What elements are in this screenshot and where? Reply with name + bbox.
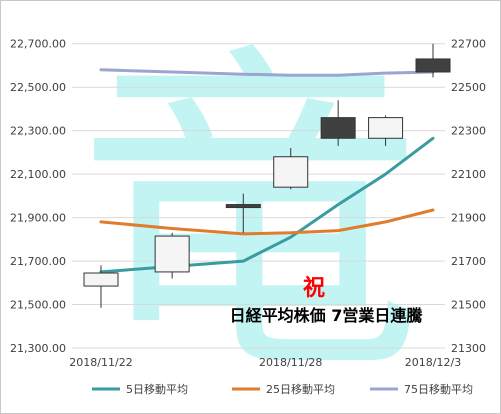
candle-body	[83, 272, 119, 287]
candle-body	[415, 58, 451, 73]
left-tick-label: 22,300.00	[10, 125, 66, 138]
left-tick-label: 21,700.00	[10, 255, 66, 268]
legend: 5日移動平均 25日移動平均 75日移動平均	[92, 382, 473, 396]
caption-label: 日経平均株価 7営業日連騰	[230, 306, 424, 325]
left-tick-label: 21,500.00	[10, 299, 66, 312]
annotations: 祝 日経平均株価 7営業日連騰	[230, 276, 424, 325]
candle-body	[273, 156, 309, 188]
left-tick-label: 22,100.00	[10, 168, 66, 181]
x-tick-label: 2018/11/22	[69, 356, 132, 369]
right-tick-label: 21500	[451, 299, 486, 312]
candle-body	[154, 235, 190, 273]
left-tick-label: 21,900.00	[10, 212, 66, 225]
right-tick-label: 22300	[451, 125, 486, 138]
right-tick-label: 21900	[451, 212, 486, 225]
right-tick-label: 22700	[451, 38, 486, 51]
series-line	[99, 208, 435, 236]
left-y-axis: 21,300.00 21,500.00 21,700.00 21,900.00 22,1…	[10, 38, 66, 355]
candle-body	[368, 117, 404, 139]
legend-label: 25日移動平均	[266, 382, 335, 396]
right-tick-label: 22500	[451, 81, 486, 94]
right-tick-label: 21300	[451, 342, 486, 355]
legend-label: 75日移動平均	[404, 382, 473, 396]
candles	[83, 43, 451, 308]
x-axis: 2018/11/22 2018/11/28 2018/12/3	[69, 356, 461, 369]
left-tick-label: 22,500.00	[10, 81, 66, 94]
legend-label: 5日移動平均	[126, 382, 188, 396]
right-tick-label: 22100	[451, 168, 486, 181]
left-tick-label: 21,300.00	[10, 342, 66, 355]
x-tick-label: 2018/11/28	[259, 356, 322, 369]
series-line	[99, 68, 435, 77]
candle-body	[225, 204, 261, 209]
celebrate-label: 祝	[303, 276, 325, 301]
right-tick-label: 21700	[451, 255, 486, 268]
right-y-axis: 21300 21500 21700 21900 22100 22300 22500 22700	[451, 38, 486, 355]
x-tick-label: 2018/12/3	[405, 356, 461, 369]
candle-body	[320, 117, 356, 139]
left-tick-label: 22,700.00	[10, 38, 66, 51]
